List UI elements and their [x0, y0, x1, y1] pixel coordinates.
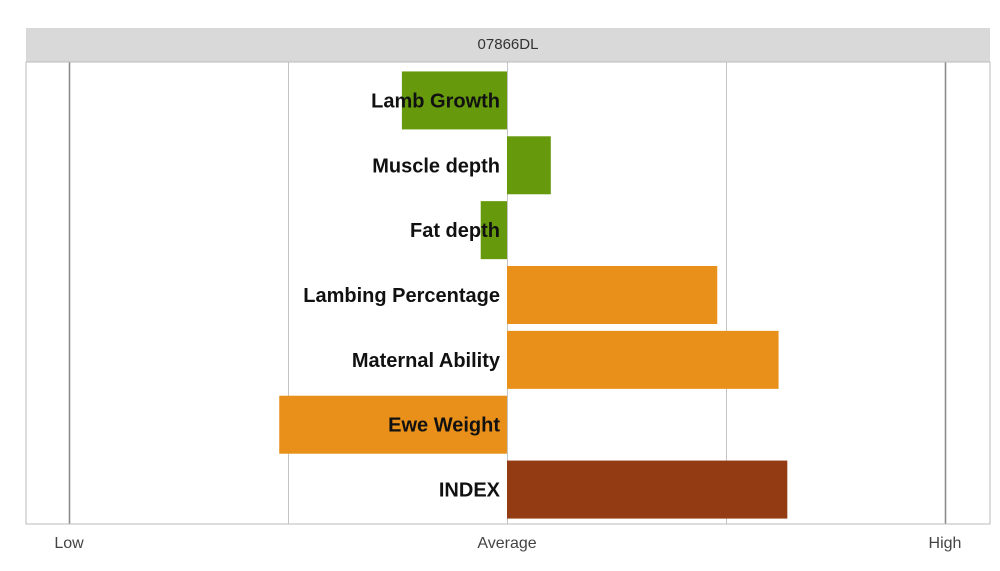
bar: [507, 460, 788, 519]
category-label: INDEX: [439, 480, 501, 502]
x-tick-label: Average: [477, 535, 536, 552]
category-label: Muscle depth: [372, 155, 500, 177]
chart-title-bar: 07866DL: [26, 28, 990, 62]
category-label: Maternal Ability: [352, 350, 501, 372]
bar: [507, 266, 718, 324]
bar: [507, 136, 551, 195]
bar: [480, 201, 507, 260]
chart-title: 07866DL: [477, 36, 539, 53]
x-tick-label: Low: [54, 535, 84, 552]
bar: [507, 330, 779, 389]
bar: [279, 395, 507, 454]
plot-frame: [25, 61, 991, 525]
category-label: Fat depth: [410, 220, 500, 242]
x-tick-label: High: [929, 535, 962, 552]
bar: [401, 71, 507, 130]
category-label: Lambing Percentage: [303, 285, 500, 307]
category-label: Ewe Weight: [388, 415, 500, 437]
category-label: Lamb Growth: [371, 90, 500, 112]
